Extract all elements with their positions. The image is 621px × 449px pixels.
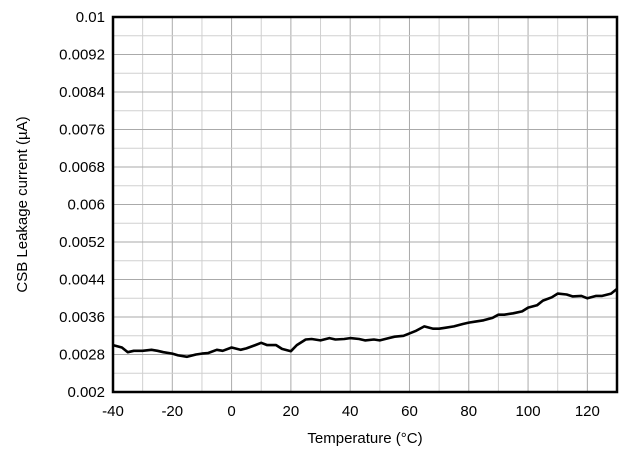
y-tick-label: 0.0052 — [59, 234, 105, 251]
plot-frame — [111, 15, 619, 394]
x-tick-label: 40 — [342, 403, 359, 420]
y-tick-label: 0.0076 — [59, 122, 105, 139]
y-axis-label: CSB Leakage current (µA) — [14, 116, 31, 292]
x-tick-label: 20 — [283, 403, 300, 420]
x-tick-label: 100 — [516, 403, 541, 420]
y-tick-label: 0.002 — [67, 384, 105, 401]
y-tick-label: 0.0036 — [59, 309, 105, 326]
x-tick-label: 60 — [401, 403, 418, 420]
y-tick-label: 0.0092 — [59, 47, 105, 64]
x-tick-label: -20 — [161, 403, 183, 420]
y-tick-label: 0.0084 — [59, 84, 105, 101]
x-tick-label: 0 — [227, 403, 235, 420]
y-tick-label: 0.0044 — [59, 272, 105, 289]
x-tick-label: 80 — [460, 403, 477, 420]
y-tick-label: 0.01 — [76, 9, 105, 26]
x-axis-tick-labels: -40 -20 0 20 40 60 80 100 120 — [102, 403, 600, 420]
y-tick-label: 0.006 — [67, 197, 105, 214]
y-tick-label: 0.0028 — [59, 347, 105, 364]
y-tick-label: 0.0068 — [59, 159, 105, 176]
x-tick-label: 120 — [575, 403, 600, 420]
x-axis-label: Temperature (°C) — [307, 430, 422, 447]
x-tick-label: -40 — [102, 403, 124, 420]
series-line — [112, 287, 618, 359]
y-axis-tick-labels: 0.002 0.0028 0.0036 0.0044 0.0052 0.006 0.0068… — [59, 9, 105, 401]
series-lines — [112, 287, 618, 359]
grid-lines — [112, 16, 618, 393]
